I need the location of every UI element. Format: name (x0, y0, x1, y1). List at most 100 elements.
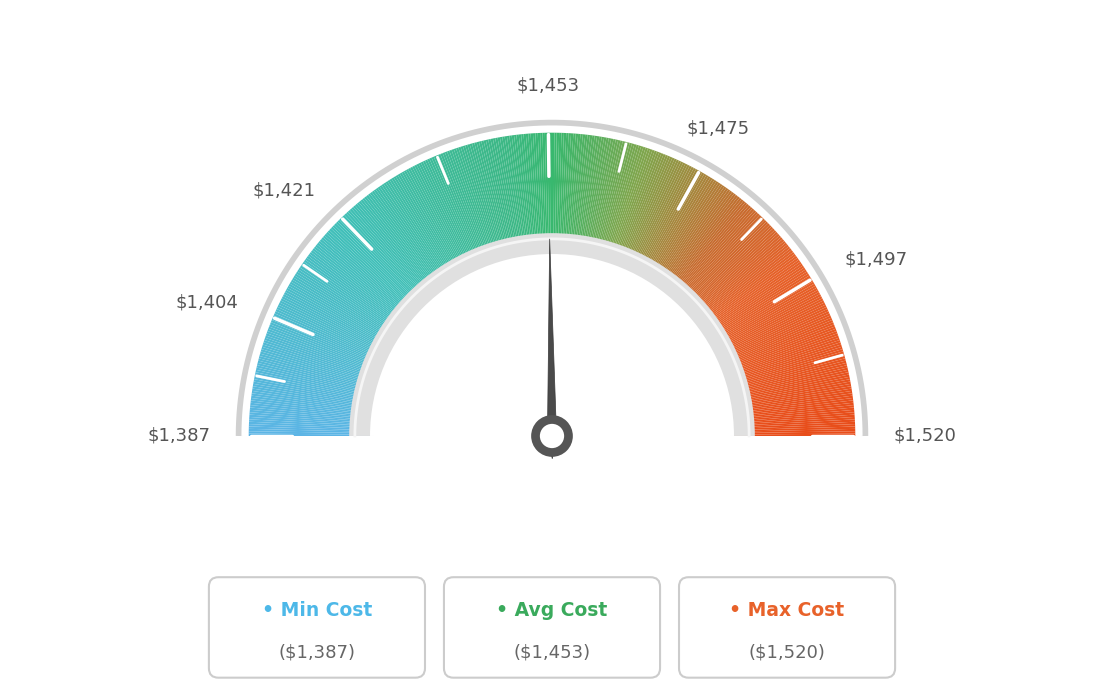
Wedge shape (698, 254, 796, 328)
Wedge shape (658, 189, 730, 289)
Wedge shape (548, 132, 551, 254)
Wedge shape (332, 225, 422, 310)
Wedge shape (382, 184, 450, 286)
Wedge shape (251, 403, 371, 417)
Wedge shape (277, 305, 388, 359)
Wedge shape (684, 228, 775, 313)
Wedge shape (329, 228, 420, 313)
Wedge shape (253, 384, 373, 406)
Wedge shape (374, 189, 446, 289)
Wedge shape (630, 163, 686, 273)
Wedge shape (654, 184, 722, 286)
Wedge shape (481, 141, 511, 259)
Wedge shape (722, 328, 837, 373)
Wedge shape (702, 266, 804, 335)
Wedge shape (370, 192, 444, 290)
Wedge shape (594, 141, 625, 259)
Wedge shape (262, 344, 379, 382)
Text: • Min Cost: • Min Cost (262, 601, 372, 620)
Wedge shape (587, 139, 614, 258)
Wedge shape (694, 248, 792, 324)
Wedge shape (709, 282, 815, 344)
Wedge shape (637, 168, 696, 276)
Wedge shape (250, 405, 371, 419)
Wedge shape (711, 288, 818, 348)
Wedge shape (248, 424, 370, 431)
Wedge shape (338, 220, 424, 307)
Wedge shape (282, 296, 391, 353)
Wedge shape (336, 221, 423, 308)
Wedge shape (732, 388, 852, 409)
Wedge shape (263, 342, 379, 381)
Wedge shape (691, 241, 786, 320)
Wedge shape (283, 294, 391, 352)
Wedge shape (730, 372, 849, 399)
Wedge shape (673, 210, 756, 302)
Wedge shape (395, 175, 459, 280)
Wedge shape (668, 202, 747, 297)
Wedge shape (580, 136, 599, 256)
Wedge shape (402, 171, 463, 278)
Wedge shape (577, 136, 597, 256)
Wedge shape (628, 161, 681, 271)
Wedge shape (650, 181, 719, 284)
Wedge shape (279, 300, 390, 356)
Wedge shape (268, 326, 382, 372)
Wedge shape (553, 132, 556, 254)
Wedge shape (550, 132, 552, 254)
Wedge shape (679, 218, 765, 306)
Wedge shape (732, 386, 851, 408)
Wedge shape (613, 150, 655, 265)
Wedge shape (732, 391, 852, 411)
Wedge shape (593, 141, 623, 259)
Wedge shape (348, 210, 431, 302)
Wedge shape (307, 256, 405, 329)
Wedge shape (683, 226, 773, 311)
Wedge shape (248, 426, 370, 432)
Wedge shape (286, 288, 393, 348)
Wedge shape (636, 167, 694, 275)
Text: ($1,520): ($1,520) (749, 643, 826, 661)
Wedge shape (734, 426, 856, 432)
Wedge shape (311, 250, 408, 326)
Wedge shape (304, 259, 404, 331)
Wedge shape (734, 429, 856, 433)
Wedge shape (627, 159, 679, 270)
Text: $1,387: $1,387 (148, 427, 211, 445)
Wedge shape (597, 142, 629, 260)
Wedge shape (733, 412, 854, 423)
Wedge shape (657, 188, 729, 288)
Wedge shape (575, 135, 593, 255)
Wedge shape (390, 179, 456, 282)
Wedge shape (521, 134, 534, 255)
Wedge shape (604, 146, 641, 262)
Wedge shape (323, 235, 415, 317)
Wedge shape (256, 365, 375, 395)
Wedge shape (479, 141, 510, 259)
Wedge shape (692, 243, 787, 321)
Wedge shape (693, 244, 788, 322)
Wedge shape (397, 174, 460, 279)
Wedge shape (505, 136, 524, 256)
Wedge shape (429, 157, 480, 270)
Wedge shape (320, 239, 414, 319)
Polygon shape (548, 239, 556, 459)
Wedge shape (393, 176, 458, 281)
Wedge shape (255, 375, 374, 400)
Wedge shape (721, 324, 835, 371)
Wedge shape (372, 190, 445, 290)
Wedge shape (507, 136, 527, 256)
Wedge shape (253, 386, 372, 408)
Wedge shape (460, 146, 499, 262)
Wedge shape (458, 147, 497, 263)
Wedge shape (714, 300, 825, 356)
Text: ($1,387): ($1,387) (278, 643, 355, 661)
Wedge shape (611, 149, 652, 264)
Wedge shape (710, 286, 817, 347)
Wedge shape (603, 145, 639, 262)
Wedge shape (500, 137, 522, 257)
Wedge shape (414, 165, 470, 274)
Wedge shape (681, 224, 769, 309)
Wedge shape (599, 144, 635, 261)
Wedge shape (302, 262, 403, 333)
